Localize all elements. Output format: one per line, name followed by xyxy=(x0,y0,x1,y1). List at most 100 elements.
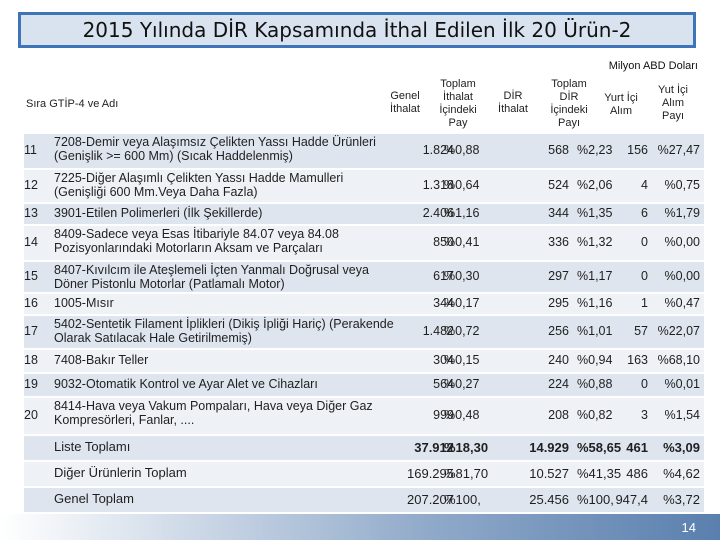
table-row: 20 8414-Hava veya Vakum Pompaları, Hava v… xyxy=(24,398,704,434)
ithalat-payi-cell: %0,30 xyxy=(444,269,480,283)
product-name: 1005-Mısır xyxy=(54,296,114,310)
yurt-ici-alim-cell: 156 xyxy=(627,143,648,157)
yurt-ici-payi-cell: %4,62 xyxy=(663,466,700,481)
dir-payi-cell: %1,17 xyxy=(577,269,613,283)
dir-payi-cell: %1,35 xyxy=(577,206,613,220)
yurt-ici-payi-cell: %0,01 xyxy=(664,377,700,391)
genel-ithalat-cell: 344 xyxy=(433,296,454,310)
genel-ithalat-cell: 2.406 xyxy=(422,206,454,220)
product-name: 3901-Etilen Polimerleri (İlk Şekillerde) xyxy=(54,206,263,220)
dir-payi-cell: %0,82 xyxy=(577,408,613,422)
dir-payi-cell: %2,06 xyxy=(577,178,613,192)
ithalat-payi-cell: %0,88 xyxy=(444,143,480,157)
dir-ithalat-cell: 256 xyxy=(548,324,569,338)
header-sira-adi: Sıra GTİP-4 ve Adı xyxy=(26,98,119,110)
yurt-ici-payi-cell: %22,07 xyxy=(657,324,700,338)
page-number: 14 xyxy=(681,520,696,535)
ithalat-payi-cell: %100, xyxy=(444,492,481,507)
genel-ithalat-cell: 564 xyxy=(433,377,454,391)
other-products-row: Diğer Ürünlerin Toplam 169.295 %81,70 10.52… xyxy=(24,462,704,486)
dir-payi-cell: %0,94 xyxy=(577,353,613,367)
dir-payi-cell: %58,65 xyxy=(577,440,622,455)
row-number: 15 xyxy=(24,269,38,283)
ithalat-payi-cell: %0,48 xyxy=(444,408,480,422)
dir-ithalat-cell: 297 xyxy=(548,269,569,283)
row-number: 20 xyxy=(24,408,38,422)
genel-ithalat-cell: 207.207 xyxy=(407,492,454,507)
table-row: 15 8407-Kıvılcım ile Ateşlemeli İçten Yan… xyxy=(24,262,704,292)
ithalat-payi-cell: %18,30 xyxy=(444,440,489,455)
row-number: 17 xyxy=(24,324,38,338)
row-number: 16 xyxy=(24,296,38,310)
header-genel-ithalat: Genel İthalat xyxy=(390,90,420,115)
table-row: 14 8409-Sadece veya Esas İtibariyle 84.07… xyxy=(24,226,704,260)
dir-ithalat-cell: 208 xyxy=(548,408,569,422)
product-name: 7408-Bakır Teller xyxy=(54,353,149,367)
ithalat-payi-cell: %0,15 xyxy=(444,353,480,367)
genel-ithalat-cell: 304 xyxy=(433,353,454,367)
genel-ithalat-cell: 37.912 xyxy=(414,440,454,455)
table-row: 19 9032-Otomatik Kontrol ve Ayar Alet ve … xyxy=(24,374,704,396)
genel-ithalat-cell: 1.482 xyxy=(422,324,454,338)
header-toplam-ithalat-payi: Toplam İthalat İçindeki Pay xyxy=(439,78,477,129)
table-row: 16 1005-Mısır 344 %0,17 295 %1,16 1 %0,47 xyxy=(24,294,704,314)
slide-title: 2015 Yılında DİR Kapsamında İthal Edilen… xyxy=(18,12,696,48)
dir-payi-cell: %41,35 xyxy=(577,466,622,481)
row-number: 19 xyxy=(24,377,38,391)
yurt-ici-alim-cell: 163 xyxy=(627,353,648,367)
page-footer: 14 xyxy=(0,514,720,540)
product-name: 9032-Otomatik Kontrol ve Ayar Alet ve Ci… xyxy=(54,377,318,391)
header-yurt-ici-alim: Yurt İçi Alım xyxy=(604,92,638,117)
table-row: 18 7408-Bakır Teller 304 %0,15 240 %0,94 163 %6… xyxy=(24,350,704,372)
dir-payi-cell: %2,23 xyxy=(577,143,613,157)
yurt-ici-alim-cell: 0 xyxy=(641,377,648,391)
yurt-ici-payi-cell: %27,47 xyxy=(657,143,700,157)
dir-payi-cell: %1,01 xyxy=(577,324,613,338)
row-number: 13 xyxy=(24,206,38,220)
product-name: 5402-Sentetik Filament İplikleri (Dikiş … xyxy=(54,317,394,345)
yurt-ici-alim-cell: 6 xyxy=(641,206,648,220)
ithalat-payi-cell: %0,27 xyxy=(444,377,480,391)
yurt-ici-alim-cell: 486 xyxy=(626,466,648,481)
summary-label: Diğer Ürünlerin Toplam xyxy=(54,465,187,480)
summary-label: Genel Toplam xyxy=(54,491,134,506)
yurt-ici-payi-cell: %1,54 xyxy=(664,408,700,422)
table-row: 17 5402-Sentetik Filament İplikleri (Diki… xyxy=(24,316,704,348)
row-number: 14 xyxy=(24,235,38,249)
genel-ithalat-cell: 999 xyxy=(433,408,454,422)
dir-ithalat-cell: 240 xyxy=(548,353,569,367)
summary-label: Liste Toplamı xyxy=(54,439,131,454)
yurt-ici-payi-cell: %68,10 xyxy=(657,353,700,367)
yurt-ici-payi-cell: %0,00 xyxy=(664,269,700,283)
genel-ithalat-cell: 850 xyxy=(433,235,454,249)
dir-ithalat-cell: 14.929 xyxy=(529,440,569,455)
dir-ithalat-cell: 344 xyxy=(548,206,569,220)
dir-ithalat-cell: 524 xyxy=(548,178,569,192)
yurt-ici-alim-cell: 1 xyxy=(641,296,648,310)
list-total-row: Liste Toplamı 37.912 %18,30 14.929 %58,65 461… xyxy=(24,436,704,460)
yurt-ici-payi-cell: %0,00 xyxy=(664,235,700,249)
dir-ithalat-cell: 10.527 xyxy=(529,466,569,481)
product-name: 7208-Demir veya Alaşımsız Çelikten Yassı… xyxy=(54,135,376,163)
ithalat-payi-cell: %0,17 xyxy=(444,296,480,310)
ithalat-payi-cell: %0,64 xyxy=(444,178,480,192)
dir-ithalat-cell: 295 xyxy=(548,296,569,310)
genel-ithalat-cell: 617 xyxy=(433,269,454,283)
header-toplam-dir-payi: Toplam DİR İçindeki Payı xyxy=(550,78,588,129)
yurt-ici-alim-cell: 57 xyxy=(634,324,648,338)
yurt-ici-payi-cell: %1,79 xyxy=(664,206,700,220)
ithalat-payi-cell: %1,16 xyxy=(444,206,480,220)
product-name: 8414-Hava veya Vakum Pompaları, Hava vey… xyxy=(54,399,373,427)
genel-ithalat-cell: 169.295 xyxy=(407,466,454,481)
yurt-ici-alim-cell: 0 xyxy=(641,235,648,249)
yurt-ici-payi-cell: %0,47 xyxy=(664,296,700,310)
yurt-ici-payi-cell: %3,72 xyxy=(663,492,700,507)
dir-ithalat-cell: 25.456 xyxy=(529,492,569,507)
dir-ithalat-cell: 568 xyxy=(548,143,569,157)
row-number: 12 xyxy=(24,178,38,192)
yurt-ici-payi-cell: %3,09 xyxy=(663,440,700,455)
dir-payi-cell: %1,16 xyxy=(577,296,613,310)
genel-ithalat-cell: 1.318 xyxy=(422,178,454,192)
product-name: 8409-Sadece veya Esas İtibariyle 84.07 v… xyxy=(54,227,339,255)
dir-payi-cell: %100, xyxy=(577,492,614,507)
